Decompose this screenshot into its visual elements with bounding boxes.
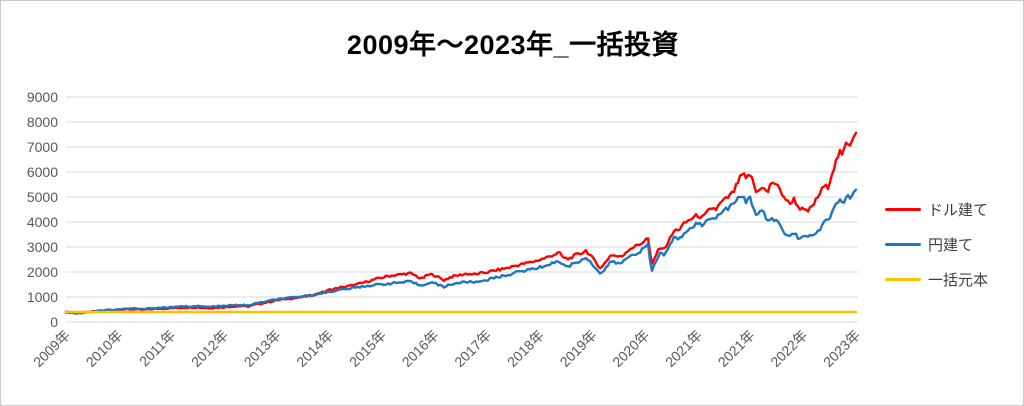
y-axis-tick-label: 5000 (27, 189, 58, 205)
x-axis-tick-label: 2022年 (767, 327, 810, 370)
x-axis-tick-label: 2021年 (715, 327, 758, 370)
y-axis-tick-label: 4000 (27, 214, 58, 230)
dollar-line-swatch (885, 207, 921, 211)
y-axis-tick-label: 3000 (27, 239, 58, 255)
x-axis-tick-label: 2016年 (399, 327, 442, 370)
y-axis-tick-label: 8000 (27, 114, 58, 130)
legend-item-dollar: ドル建て (885, 197, 1017, 221)
series-line-dollar (64, 131, 858, 315)
legend-label: ドル建て (928, 201, 989, 219)
x-axis-tick-label: 2020年 (609, 327, 652, 370)
legend-label: 円建て (928, 236, 974, 254)
y-axis-tick-label: 0 (50, 314, 58, 330)
yen-line-swatch (885, 242, 921, 246)
series-line-yen (64, 188, 858, 315)
x-axis-tick-label: 2011年 (136, 327, 179, 370)
x-axis-tick-label: 2017年 (451, 327, 494, 370)
y-axis-tick-label: 6000 (27, 164, 58, 180)
x-axis-tick-label: 2019年 (557, 327, 600, 370)
x-axis-tick-label: 2018年 (504, 327, 547, 370)
legend-item-principal: 一括元本 (885, 267, 1017, 291)
legend: ドル建て 円建て 一括元本 (885, 197, 1017, 302)
x-axis-tick-label: 2013年 (241, 327, 284, 370)
x-axis-tick-label: 2015年 (346, 327, 389, 370)
legend-item-yen: 円建て (885, 232, 1017, 256)
y-axis-tick-label: 7000 (27, 139, 58, 155)
chart-title: 2009年～2023年_一括投資 (346, 30, 680, 60)
x-axis-tick-label: 2023年 (820, 327, 863, 370)
x-axis-tick-label: 2021年 (662, 327, 705, 370)
x-axis-tick-label: 2009年 (30, 327, 73, 370)
y-axis-tick-label: 9000 (27, 89, 58, 105)
x-axis-tick-label: 2014年 (293, 327, 336, 370)
y-axis-tick-label: 2000 (27, 264, 58, 280)
principal-line-swatch (885, 277, 921, 281)
x-axis-tick-label: 2012年 (188, 327, 231, 370)
x-axis-tick-label: 2010年 (83, 327, 126, 370)
legend-label: 一括元本 (928, 271, 989, 289)
y-axis-tick-label: 1000 (27, 289, 58, 305)
